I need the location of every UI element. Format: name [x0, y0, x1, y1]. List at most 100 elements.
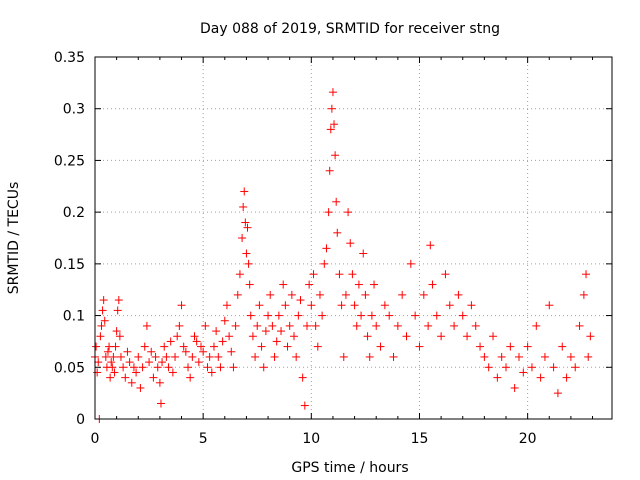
data-point	[261, 327, 270, 336]
y-tick-label: 0.35	[54, 50, 85, 66]
data-point	[123, 347, 132, 356]
x-tick-label: 10	[302, 431, 320, 447]
data-point	[186, 373, 195, 382]
plot-frame	[94, 56, 613, 420]
data-point	[307, 301, 316, 310]
y-tick-label: 0.05	[54, 360, 85, 376]
y-tick-label: 0.3	[63, 102, 85, 118]
data-point	[92, 342, 101, 351]
data-point	[354, 280, 363, 289]
data-point	[229, 363, 238, 372]
data-point	[168, 368, 177, 377]
data-point	[540, 352, 549, 361]
data-point	[428, 280, 437, 289]
data-point	[149, 373, 158, 382]
data-point	[132, 368, 141, 377]
x-tick-label: 20	[519, 431, 537, 447]
data-point	[339, 352, 348, 361]
data-point	[467, 301, 476, 310]
data-point	[179, 342, 188, 351]
data-point	[162, 352, 171, 361]
data-point	[302, 321, 311, 330]
data-point	[233, 290, 242, 299]
data-point	[142, 321, 151, 330]
data-point	[244, 259, 253, 268]
data-point	[367, 311, 376, 320]
data-point	[251, 352, 260, 361]
chart-title: Day 088 of 2019, SRMTID for receiver stn…	[200, 21, 500, 37]
data-point	[318, 311, 327, 320]
data-point	[497, 352, 506, 361]
x-tick-label: 5	[199, 431, 208, 447]
data-point	[582, 270, 591, 279]
data-point	[385, 311, 394, 320]
data-point	[103, 347, 112, 356]
data-point	[248, 332, 257, 341]
data-point	[380, 301, 389, 310]
data-point	[333, 228, 342, 237]
y-axis-label: SRMTID / TECUs	[6, 182, 22, 295]
data-point	[458, 311, 467, 320]
data-point	[296, 296, 305, 305]
data-point	[523, 342, 532, 351]
data-point	[246, 311, 255, 320]
data-point	[419, 290, 428, 299]
data-point	[287, 290, 296, 299]
data-point	[151, 352, 160, 361]
data-point	[259, 363, 268, 372]
data-point	[579, 290, 588, 299]
data-point	[471, 321, 480, 330]
data-point	[432, 311, 441, 320]
data-point	[115, 332, 124, 341]
data-point	[445, 301, 454, 310]
data-point	[283, 342, 292, 351]
data-point	[121, 373, 130, 382]
data-point	[235, 270, 244, 279]
data-point	[268, 321, 277, 330]
data-point	[242, 249, 251, 258]
data-point	[549, 363, 558, 372]
data-point	[294, 311, 303, 320]
y-tick-label: 0	[76, 412, 85, 428]
data-point	[107, 358, 116, 367]
data-point	[398, 290, 407, 299]
data-point	[553, 389, 562, 398]
data-point	[519, 368, 528, 377]
data-point	[566, 352, 575, 361]
data-point	[158, 358, 167, 367]
data-point	[156, 399, 165, 408]
data-point	[324, 208, 333, 217]
data-point	[437, 332, 446, 341]
data-point	[209, 342, 218, 351]
data-point	[207, 368, 216, 377]
data-point	[393, 321, 402, 330]
data-point	[281, 301, 290, 310]
data-point	[98, 306, 107, 315]
y-tick-label: 0.2	[63, 205, 85, 221]
data-point	[328, 88, 337, 97]
axis-layer: 0 0.05 0.1 0.15 0.2 0.25 0.3 0.35 0 5 10 15 20	[54, 50, 613, 447]
data-point	[194, 358, 203, 367]
points-layer	[91, 88, 595, 423]
data-point	[502, 363, 511, 372]
data-point	[514, 352, 523, 361]
data-point	[190, 332, 199, 341]
data-point	[285, 321, 294, 330]
data-point	[160, 342, 169, 351]
data-point	[290, 332, 299, 341]
data-point	[279, 280, 288, 289]
data-point	[177, 301, 186, 310]
data-point	[575, 321, 584, 330]
data-point	[181, 347, 190, 356]
data-point	[313, 342, 322, 351]
y-tick-label: 0.15	[54, 257, 85, 273]
data-point	[350, 301, 359, 310]
data-point	[270, 352, 279, 361]
data-point	[94, 358, 103, 367]
data-point	[545, 301, 554, 310]
data-point	[346, 239, 355, 248]
data-point	[493, 373, 502, 382]
data-point	[110, 368, 119, 377]
data-point	[166, 337, 175, 346]
x-tick-label: 0	[91, 431, 100, 447]
